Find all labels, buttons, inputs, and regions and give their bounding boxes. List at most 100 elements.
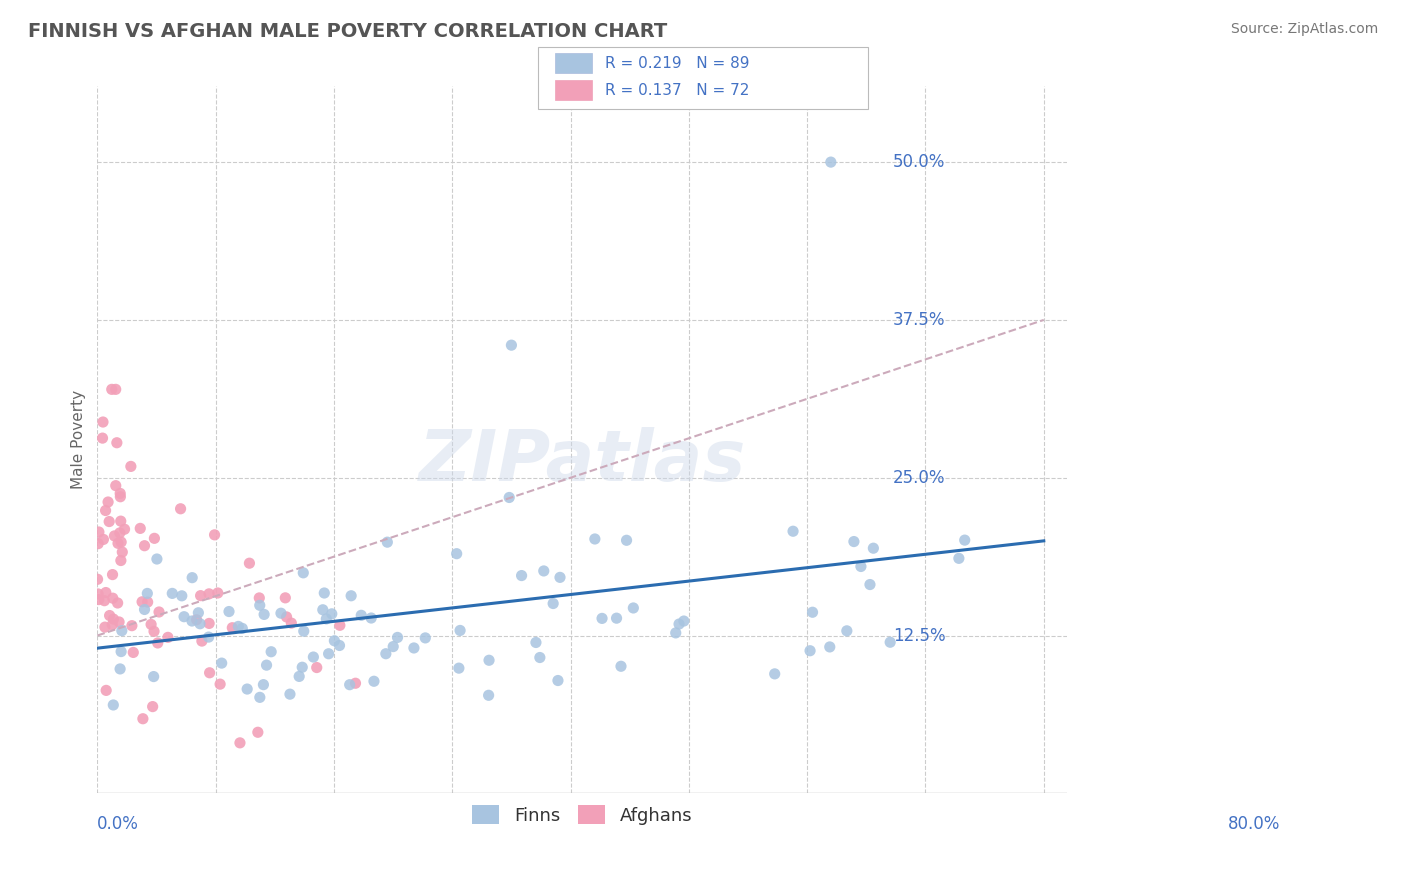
Point bbox=[198, 616, 221, 631]
Point bbox=[114, 522, 136, 536]
Point bbox=[533, 564, 555, 578]
Point bbox=[447, 661, 470, 675]
Point bbox=[108, 486, 131, 500]
Point bbox=[218, 605, 240, 619]
Point bbox=[763, 666, 786, 681]
Text: R = 0.219   N = 89: R = 0.219 N = 89 bbox=[605, 56, 749, 70]
Point bbox=[103, 529, 125, 543]
Point bbox=[122, 645, 145, 659]
Point bbox=[93, 533, 115, 547]
Point bbox=[134, 602, 156, 616]
Point bbox=[501, 338, 523, 352]
Point bbox=[318, 647, 340, 661]
Point bbox=[329, 618, 352, 632]
Point bbox=[132, 712, 155, 726]
Point bbox=[221, 621, 243, 635]
Point bbox=[270, 606, 292, 620]
Point bbox=[91, 415, 114, 429]
Text: FINNISH VS AFGHAN MALE POVERTY CORRELATION CHART: FINNISH VS AFGHAN MALE POVERTY CORRELATI… bbox=[28, 22, 668, 41]
Text: 0.0%: 0.0% bbox=[97, 814, 139, 832]
Point bbox=[142, 669, 165, 683]
Point bbox=[136, 586, 159, 600]
Point bbox=[101, 591, 124, 606]
Point bbox=[87, 592, 110, 607]
Point bbox=[104, 382, 127, 396]
Point bbox=[610, 659, 633, 673]
Point bbox=[276, 610, 298, 624]
Point bbox=[291, 660, 314, 674]
Point bbox=[103, 612, 125, 626]
Point bbox=[110, 553, 132, 567]
Point bbox=[665, 626, 688, 640]
Point bbox=[207, 586, 229, 600]
Point bbox=[198, 665, 221, 680]
Point bbox=[228, 619, 250, 633]
Point bbox=[110, 535, 132, 549]
Point bbox=[382, 640, 405, 654]
Point bbox=[142, 699, 165, 714]
Point bbox=[387, 631, 409, 645]
Point bbox=[143, 624, 166, 639]
Text: Source: ZipAtlas.com: Source: ZipAtlas.com bbox=[1230, 22, 1378, 37]
Point bbox=[591, 611, 613, 625]
Point bbox=[98, 608, 121, 623]
Point bbox=[340, 589, 363, 603]
Point bbox=[110, 644, 132, 658]
Point bbox=[524, 635, 547, 649]
Point bbox=[344, 676, 367, 690]
Point bbox=[801, 605, 824, 619]
Point bbox=[948, 551, 970, 566]
Point bbox=[292, 624, 315, 639]
Text: R = 0.137   N = 72: R = 0.137 N = 72 bbox=[605, 83, 749, 97]
Point bbox=[87, 587, 110, 601]
Point bbox=[842, 534, 865, 549]
Point bbox=[292, 566, 315, 580]
Point bbox=[820, 155, 842, 169]
Point bbox=[110, 514, 132, 528]
Point bbox=[87, 524, 110, 539]
Point bbox=[363, 674, 385, 689]
Point bbox=[274, 591, 297, 605]
Point bbox=[170, 589, 193, 603]
Point bbox=[198, 587, 221, 601]
Point bbox=[247, 591, 270, 605]
Point bbox=[583, 532, 606, 546]
Point bbox=[181, 571, 204, 585]
Text: 25.0%: 25.0% bbox=[893, 468, 945, 487]
Point bbox=[529, 650, 551, 665]
Text: 12.5%: 12.5% bbox=[893, 626, 945, 645]
Point bbox=[668, 617, 690, 632]
Point bbox=[849, 559, 872, 574]
Point bbox=[101, 617, 124, 632]
Point bbox=[249, 599, 271, 613]
Point bbox=[413, 631, 436, 645]
Point bbox=[374, 647, 396, 661]
Point bbox=[136, 595, 159, 609]
Point bbox=[253, 607, 276, 622]
Text: 50.0%: 50.0% bbox=[893, 153, 945, 171]
Point bbox=[148, 605, 170, 619]
Point bbox=[238, 556, 260, 570]
Point bbox=[402, 640, 425, 655]
Point bbox=[616, 533, 638, 548]
Point bbox=[879, 635, 901, 649]
Text: ZIPatlas: ZIPatlas bbox=[419, 426, 747, 496]
Point bbox=[103, 698, 125, 712]
Point bbox=[98, 515, 121, 529]
Point bbox=[260, 645, 283, 659]
Point bbox=[231, 621, 253, 635]
Point bbox=[305, 660, 328, 674]
Point bbox=[315, 612, 337, 626]
Point bbox=[782, 524, 804, 539]
Point bbox=[606, 611, 628, 625]
Point bbox=[280, 616, 302, 631]
Point bbox=[360, 611, 382, 625]
Point bbox=[953, 533, 976, 548]
Point bbox=[323, 633, 346, 648]
Point bbox=[169, 501, 191, 516]
Point bbox=[86, 572, 108, 586]
Point bbox=[129, 521, 152, 535]
Point bbox=[162, 586, 184, 600]
Point bbox=[93, 593, 115, 607]
Point bbox=[186, 613, 208, 627]
